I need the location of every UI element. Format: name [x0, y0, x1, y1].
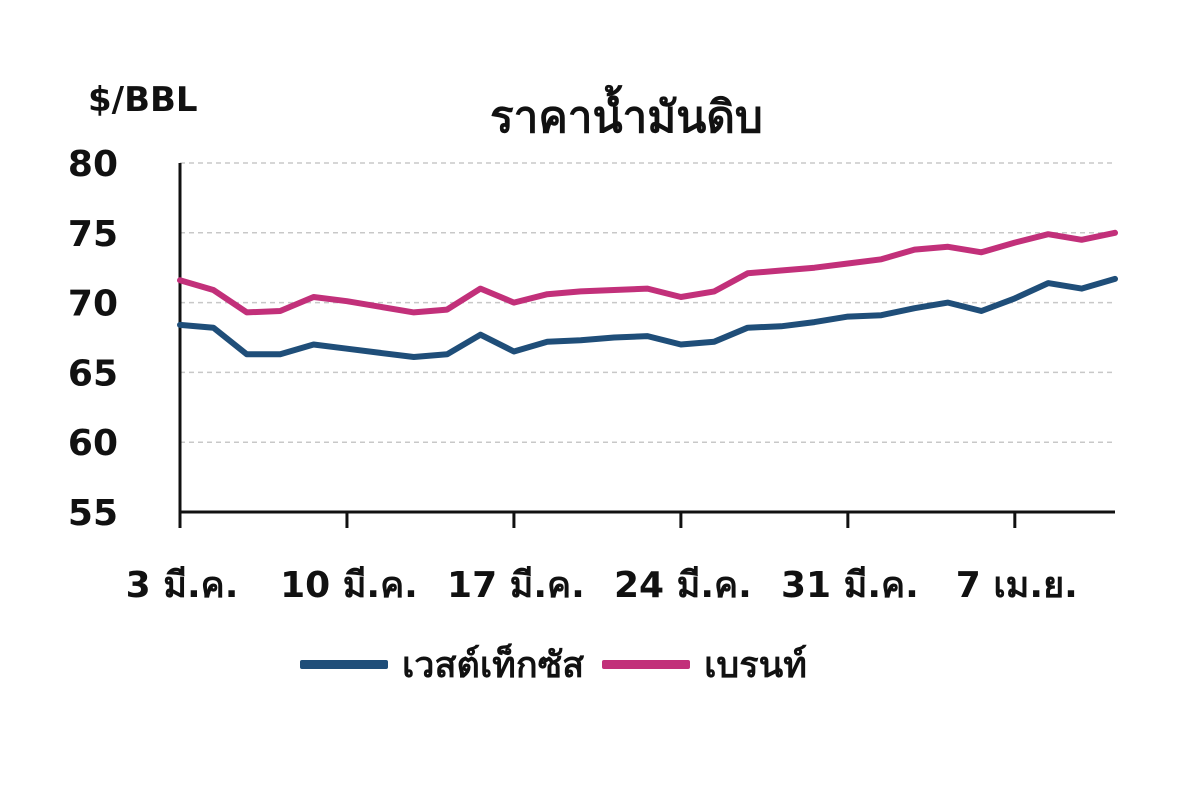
y-tick-label-80: 80	[68, 144, 118, 185]
x-tick-label-3: 24 มี.ค.	[614, 565, 752, 606]
series-line-brent	[177, 229, 1118, 316]
x-tick-label-4: 31 มี.ค.	[781, 565, 919, 606]
y-tick-label-60: 60	[68, 423, 118, 464]
y-tick-label-70: 70	[68, 284, 118, 325]
x-tick-label-5: 7 เม.ย.	[956, 565, 1078, 606]
legend-label-brent: เบรนท์	[704, 645, 807, 686]
x-tick-label-1: 10 มี.ค.	[280, 565, 418, 606]
y-tick-label-75: 75	[68, 214, 118, 255]
legend: เวสต์เท็กซัส เบรนท์	[300, 636, 807, 693]
legend-item-wti: เวสต์เท็กซัส	[300, 636, 584, 693]
chart-title: ราคาน้ำมันดิบ	[490, 92, 763, 143]
legend-swatch-brent	[602, 660, 691, 669]
x-tick-label-2: 17 มี.ค.	[447, 565, 585, 606]
y-axis-label: $/BBL	[88, 80, 198, 120]
x-tick-label-0: 3 มี.ค.	[126, 565, 239, 606]
series-line-wti	[177, 275, 1118, 360]
y-tick-label-65: 65	[68, 353, 118, 394]
legend-swatch-wti	[300, 660, 388, 669]
legend-label-wti: เวสต์เท็กซัส	[402, 645, 585, 686]
y-tick-label-55: 55	[68, 493, 118, 534]
legend-item-brent: เบรนท์	[602, 636, 807, 693]
